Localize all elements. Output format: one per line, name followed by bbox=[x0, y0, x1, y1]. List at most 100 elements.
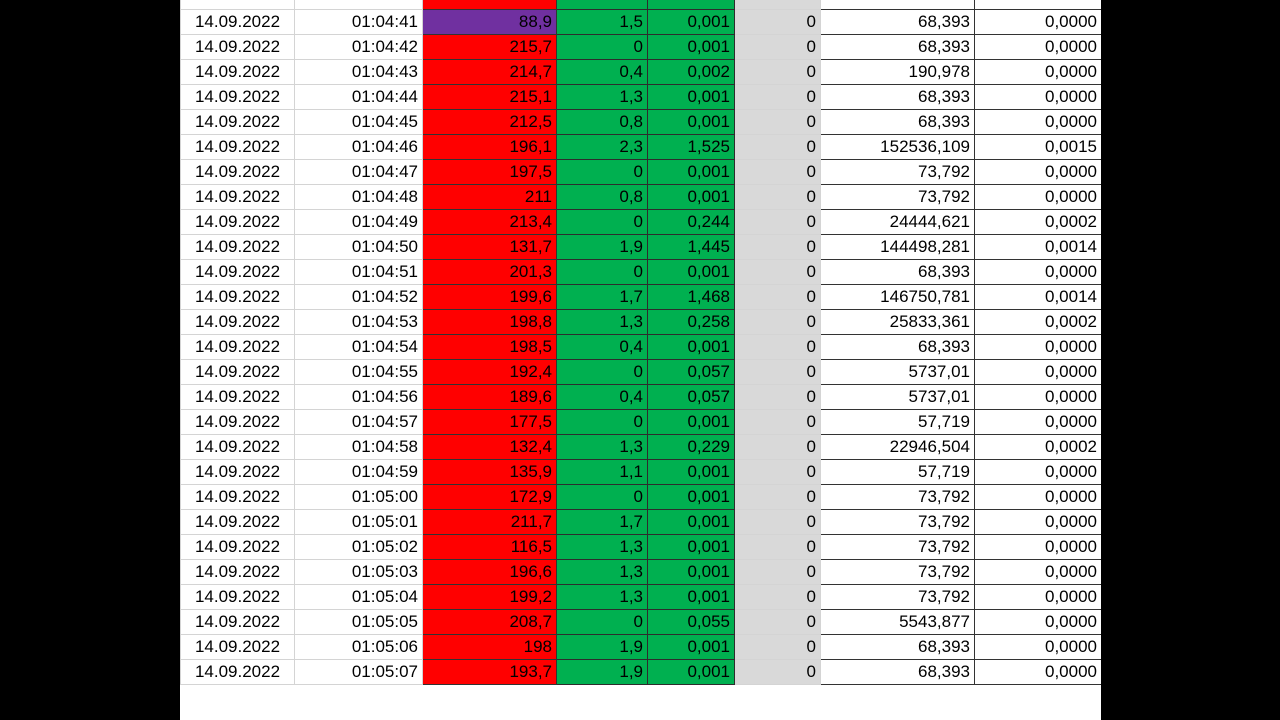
cell-value-4[interactable]: 0 bbox=[734, 483, 821, 510]
cell-value-5[interactable]: 68,393 bbox=[820, 258, 975, 285]
cell-time[interactable]: 01:05:07 bbox=[294, 658, 423, 685]
cell-date[interactable]: 14.09.2022 bbox=[180, 108, 295, 135]
cell-value-3[interactable]: 0,001 bbox=[647, 33, 735, 60]
cell-value-2[interactable]: 1,3 bbox=[556, 308, 648, 335]
cell-value-1[interactable]: 211,7 bbox=[422, 508, 557, 535]
cell-value-2[interactable]: 1,9 bbox=[556, 233, 648, 260]
cell-value-5[interactable]: 57,719 bbox=[820, 408, 975, 435]
cell-value-2[interactable]: 0 bbox=[556, 33, 648, 60]
cell-value-5[interactable]: 73,792 bbox=[820, 558, 975, 585]
cell-date[interactable]: 14.09.2022 bbox=[180, 233, 295, 260]
cell-value-3[interactable]: 0,001 bbox=[647, 483, 735, 510]
cell-value-4[interactable]: 0 bbox=[734, 8, 821, 35]
cell-time[interactable]: 01:04:58 bbox=[294, 433, 423, 460]
cell-value-3[interactable]: 0,001 bbox=[647, 183, 735, 210]
cell-value-2[interactable]: 0 bbox=[556, 358, 648, 385]
cell-date[interactable]: 14.09.2022 bbox=[180, 458, 295, 485]
cell-value-5[interactable]: 68,393 bbox=[820, 83, 975, 110]
cell-value-2[interactable]: 0,8 bbox=[556, 183, 648, 210]
cell-value-4[interactable]: 0 bbox=[734, 133, 821, 160]
cell-date[interactable]: 14.09.2022 bbox=[180, 533, 295, 560]
cell-value-3[interactable]: 0,002 bbox=[647, 58, 735, 85]
cell-time[interactable]: 01:05:00 bbox=[294, 483, 423, 510]
cell-value-6[interactable]: 0,0000 bbox=[974, 533, 1101, 560]
cell-value-4[interactable]: 0 bbox=[734, 208, 821, 235]
cell-value-2[interactable]: 1,5 bbox=[556, 8, 648, 35]
cell-value-1[interactable]: 135,9 bbox=[422, 458, 557, 485]
cell-value-3[interactable]: 0,001 bbox=[647, 633, 735, 660]
cell-value-6[interactable]: 0,0002 bbox=[974, 308, 1101, 335]
cell-value-6[interactable]: 0,0000 bbox=[974, 8, 1101, 35]
cell-value-4[interactable]: 0 bbox=[734, 158, 821, 185]
cell-value-1[interactable]: 198 bbox=[422, 633, 557, 660]
cell-value-5[interactable]: 73,792 bbox=[820, 183, 975, 210]
cell-value-2[interactable]: 2,3 bbox=[556, 133, 648, 160]
cell-time[interactable]: 01:05:06 bbox=[294, 633, 423, 660]
cell-value-2[interactable]: 1,3 bbox=[556, 433, 648, 460]
cell-value-4[interactable]: 0 bbox=[734, 233, 821, 260]
cell-value-3[interactable]: 0,001 bbox=[647, 158, 735, 185]
cell-time[interactable]: 01:04:53 bbox=[294, 308, 423, 335]
cell-value-2[interactable]: 0 bbox=[556, 483, 648, 510]
cell-value-5[interactable]: 73,792 bbox=[820, 158, 975, 185]
cell-value-5[interactable]: 68,393 bbox=[820, 658, 975, 685]
cell-value-6[interactable]: 0,0000 bbox=[974, 583, 1101, 610]
cell-value-3[interactable]: 0,001 bbox=[647, 533, 735, 560]
cell-value-6[interactable]: 0,0014 bbox=[974, 233, 1101, 260]
cell-value-4[interactable]: 0 bbox=[734, 58, 821, 85]
cell-value-6[interactable]: 0,0000 bbox=[974, 333, 1101, 360]
cell-value-4[interactable]: 0 bbox=[734, 83, 821, 110]
cell-value-3[interactable]: 0,001 bbox=[647, 458, 735, 485]
cell-value-6[interactable]: 0,0000 bbox=[974, 33, 1101, 60]
cell-time[interactable]: 01:04:44 bbox=[294, 83, 423, 110]
cell-date[interactable]: 14.09.2022 bbox=[180, 483, 295, 510]
cell-date[interactable]: 14.09.2022 bbox=[180, 558, 295, 585]
cell-value-3[interactable]: 0,001 bbox=[647, 583, 735, 610]
cell-value-6[interactable]: 0,0000 bbox=[974, 408, 1101, 435]
cell-value-5[interactable]: 146750,781 bbox=[820, 283, 975, 310]
cell-value-5[interactable]: 5737,01 bbox=[820, 358, 975, 385]
cell-value-1[interactable]: 212,5 bbox=[422, 108, 557, 135]
cell-date[interactable]: 14.09.2022 bbox=[180, 583, 295, 610]
cell-date[interactable]: 14.09.2022 bbox=[180, 308, 295, 335]
cell-value-2[interactable]: 1,3 bbox=[556, 558, 648, 585]
cell-value-4[interactable]: 0 bbox=[734, 533, 821, 560]
cell-value-1[interactable]: 198,5 bbox=[422, 333, 557, 360]
cell-value-4[interactable]: 0 bbox=[734, 558, 821, 585]
cell-date[interactable]: 14.09.2022 bbox=[180, 608, 295, 635]
cell-value-1[interactable]: 116,5 bbox=[422, 533, 557, 560]
cell-value-5[interactable]: 22946,504 bbox=[820, 433, 975, 460]
cell-value-6[interactable]: 0,0000 bbox=[974, 483, 1101, 510]
cell-time[interactable]: 01:05:05 bbox=[294, 608, 423, 635]
cell-value-6[interactable]: 0,0000 bbox=[974, 383, 1101, 410]
cell-value-6[interactable]: 0,0014 bbox=[974, 283, 1101, 310]
cell-value-1[interactable]: 199,2 bbox=[422, 583, 557, 610]
cell-value-1[interactable]: 211 bbox=[422, 183, 557, 210]
cell-date[interactable]: 14.09.2022 bbox=[180, 258, 295, 285]
cell-date[interactable]: 14.09.2022 bbox=[180, 508, 295, 535]
cell-value-2[interactable]: 0,4 bbox=[556, 333, 648, 360]
cell-value-6[interactable]: 0,0000 bbox=[974, 558, 1101, 585]
cell-value-4[interactable]: 0 bbox=[734, 33, 821, 60]
cell-value-3[interactable]: 1,468 bbox=[647, 283, 735, 310]
cell-value-2[interactable]: 1,7 bbox=[556, 508, 648, 535]
cell-value-6[interactable]: 0,0002 bbox=[974, 433, 1101, 460]
cell-date[interactable]: 14.09.2022 bbox=[180, 358, 295, 385]
cell-value-6[interactable]: 0,0000 bbox=[974, 508, 1101, 535]
cell-value-2[interactable]: 0,4 bbox=[556, 58, 648, 85]
cell-date[interactable]: 14.09.2022 bbox=[180, 433, 295, 460]
cell-date[interactable]: 14.09.2022 bbox=[180, 333, 295, 360]
cell-time[interactable]: 01:04:52 bbox=[294, 283, 423, 310]
cell-value-6[interactable]: 0,0000 bbox=[974, 358, 1101, 385]
cell-value-1[interactable]: 196,6 bbox=[422, 558, 557, 585]
cell-value-3[interactable]: 0,057 bbox=[647, 383, 735, 410]
cell-value-5[interactable]: 73,792 bbox=[820, 483, 975, 510]
cell-value-6[interactable]: 0,0000 bbox=[974, 258, 1101, 285]
cell-date[interactable]: 14.09.2022 bbox=[180, 183, 295, 210]
cell-time[interactable]: 01:04:51 bbox=[294, 258, 423, 285]
cell-value-3[interactable]: 0,001 bbox=[647, 658, 735, 685]
cell-time[interactable]: 01:04:59 bbox=[294, 458, 423, 485]
cell-date[interactable]: 14.09.2022 bbox=[180, 158, 295, 185]
cell-date[interactable]: 14.09.2022 bbox=[180, 33, 295, 60]
cell-value-4[interactable]: 0 bbox=[734, 633, 821, 660]
